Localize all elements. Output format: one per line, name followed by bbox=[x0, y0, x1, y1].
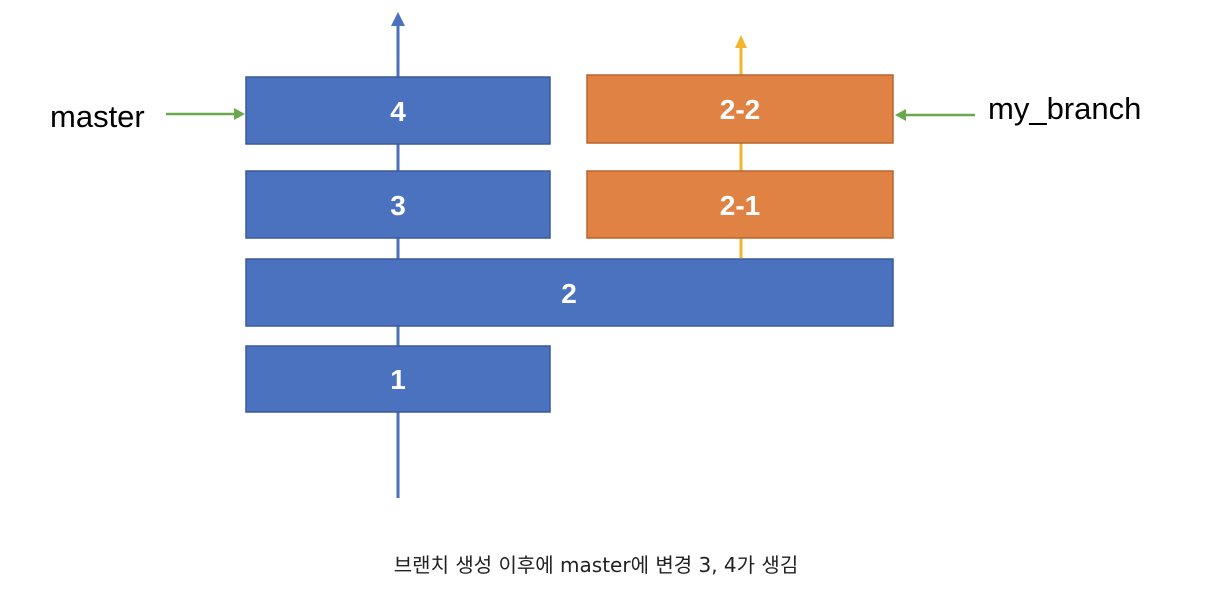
master-arrowhead-icon bbox=[391, 12, 405, 26]
diagram-caption: 브랜치 생성 이후에 master에 변경 3, 4가 생김 bbox=[394, 553, 798, 577]
branch-pointer-label: my_branch bbox=[988, 91, 1141, 126]
master-pointer-arrowhead-icon bbox=[234, 108, 245, 120]
commit-2-2-label: 2-2 bbox=[720, 94, 760, 125]
commit-2-1-label: 2-1 bbox=[720, 190, 760, 221]
commit-1-box: 1 bbox=[245, 345, 551, 413]
commit-4-label: 4 bbox=[390, 96, 406, 127]
commit-3-label: 3 bbox=[390, 190, 406, 221]
master-pointer-label: master bbox=[50, 99, 145, 134]
branch-pointer-arrowhead-icon bbox=[895, 109, 906, 121]
commit-1-label: 1 bbox=[390, 364, 406, 395]
commit-2-box: 2 bbox=[245, 258, 894, 327]
branch-arrowhead-icon bbox=[735, 35, 747, 48]
commit-2-2-box: 2-2 bbox=[586, 74, 894, 144]
commit-2-1-box: 2-1 bbox=[586, 170, 894, 239]
commit-4-box: 4 bbox=[245, 76, 551, 145]
commit-3-box: 3 bbox=[245, 170, 551, 239]
commit-2-label: 2 bbox=[561, 278, 577, 309]
